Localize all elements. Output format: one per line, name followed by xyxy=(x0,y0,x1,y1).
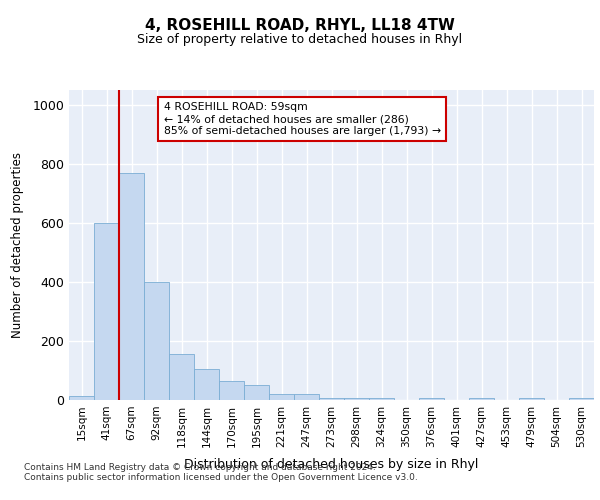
Bar xyxy=(244,385,269,400)
Bar xyxy=(469,398,494,400)
Bar xyxy=(569,398,594,400)
Bar xyxy=(69,396,94,400)
Bar xyxy=(519,398,544,400)
Bar xyxy=(144,282,169,400)
Bar xyxy=(294,394,319,400)
Y-axis label: Number of detached properties: Number of detached properties xyxy=(11,152,24,338)
Bar xyxy=(94,223,119,400)
Text: 4 ROSEHILL ROAD: 59sqm
← 14% of detached houses are smaller (286)
85% of semi-de: 4 ROSEHILL ROAD: 59sqm ← 14% of detached… xyxy=(163,102,440,136)
X-axis label: Distribution of detached houses by size in Rhyl: Distribution of detached houses by size … xyxy=(184,458,479,471)
Text: 4, ROSEHILL ROAD, RHYL, LL18 4TW: 4, ROSEHILL ROAD, RHYL, LL18 4TW xyxy=(145,18,455,32)
Text: Size of property relative to detached houses in Rhyl: Size of property relative to detached ho… xyxy=(137,32,463,46)
Text: Contains HM Land Registry data © Crown copyright and database right 2024.
Contai: Contains HM Land Registry data © Crown c… xyxy=(24,462,418,482)
Bar xyxy=(419,398,444,400)
Bar xyxy=(194,369,219,400)
Bar xyxy=(219,381,244,400)
Bar xyxy=(269,394,294,400)
Bar xyxy=(119,172,144,400)
Bar xyxy=(344,398,369,400)
Bar xyxy=(369,398,394,400)
Bar xyxy=(169,354,194,400)
Bar xyxy=(319,398,344,400)
